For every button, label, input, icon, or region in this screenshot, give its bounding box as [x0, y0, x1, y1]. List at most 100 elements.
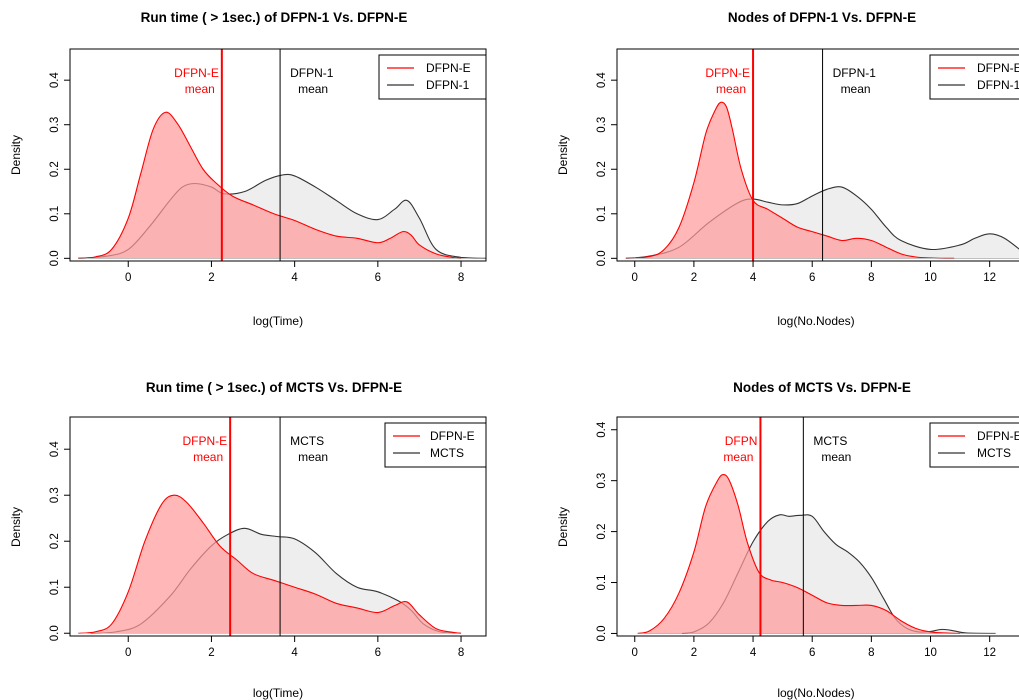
y-tick-label: 0.2: [49, 161, 61, 177]
chart-title: Nodes of DFPN-1 Vs. DFPN-E: [728, 10, 916, 25]
density-line-dfpn-e: [637, 473, 961, 634]
x-tick-label: 8: [458, 272, 464, 284]
x-tick-label: 4: [291, 272, 298, 284]
y-axis-ticks: 0.0 0.1 0.2 0.3 0.4: [596, 421, 617, 641]
plot-frame: [616, 416, 1019, 637]
panel-nodes-dfpn1-vs-dfpne: Nodes of DFPN-1 Vs. DFPN-E DFPN-EmeanDFP…: [556, 10, 1019, 328]
x-tick-label: 2: [691, 647, 697, 659]
x-tick-label: 0: [632, 272, 638, 284]
y-tick-label: 0.1: [49, 206, 61, 222]
x-tick-label: 6: [375, 272, 381, 284]
density-line-dfpn-e: [78, 111, 462, 259]
mean-label-line2: mean: [716, 82, 746, 96]
panel-time-dfpn1-vs-dfpne: Run time ( > 1sec.) of DFPN-1 Vs. DFPN-E…: [9, 10, 487, 328]
y-tick-label: 0.2: [596, 161, 608, 177]
x-tick-label: 12: [983, 647, 996, 659]
legend-label-1: MCTS: [430, 446, 464, 460]
y-tick-label: 0.4: [596, 421, 608, 438]
density-line-dfpn-e: [78, 494, 462, 634]
mean-label-line2: mean: [193, 450, 223, 464]
chart-title: Run time ( > 1sec.) of DFPN-1 Vs. DFPN-E: [141, 10, 408, 25]
x-tick-label: 12: [983, 272, 996, 284]
legend-label-0: DFPN-E: [430, 429, 475, 443]
chart-title: Nodes of MCTS Vs. DFPN-E: [733, 380, 911, 395]
mean-lines: DFPN-E mean MCTS mean: [182, 417, 328, 636]
x-axis-label: log(Time): [253, 686, 303, 700]
x-tick-label: 6: [809, 272, 815, 284]
mean-label-line1: MCTS: [290, 434, 324, 448]
mean-label-line1: DFPN-E: [182, 434, 227, 448]
y-tick-label: 0.3: [49, 117, 61, 133]
mean-label-line2: mean: [185, 82, 215, 96]
x-tick-label: 8: [458, 647, 464, 659]
mean-label-line1: MCTS: [813, 434, 847, 448]
plot-frame: [69, 48, 487, 262]
y-tick-label: 0.0: [49, 250, 61, 266]
x-tick-label: 0: [632, 647, 638, 659]
x-axis-label: log(No.Nodes): [777, 686, 854, 700]
density-area-dfpn-e: [78, 112, 462, 259]
y-tick-label: 0.3: [596, 117, 608, 133]
mean-lines: DFPN-E mean DFPN-1 mean: [705, 49, 876, 261]
legend-box: [384, 422, 487, 468]
y-tick-label: 0.1: [596, 206, 608, 222]
x-tick-label: 4: [750, 647, 757, 659]
density-curves: [78, 494, 462, 634]
x-tick-label: 2: [208, 272, 214, 284]
legend: DFPN-E MCTS: [384, 422, 487, 468]
density-curves: [637, 473, 996, 634]
x-tick-label: 6: [375, 647, 381, 659]
y-tick-label: 0.1: [596, 575, 608, 591]
y-tick-label: 0.3: [49, 487, 61, 503]
mean-label-line2: mean: [298, 82, 328, 96]
panel-time-mcts-vs-dfpne: Run time ( > 1sec.) of MCTS Vs. DFPN-E D…: [9, 380, 487, 700]
legend-label-0: DFPN-E: [977, 429, 1019, 443]
legend-label-0: DFPN-E: [977, 61, 1019, 75]
x-axis-label: log(No.Nodes): [777, 314, 854, 328]
y-tick-label: 0.0: [596, 625, 608, 641]
y-tick-label: 0.4: [49, 441, 61, 458]
legend: DFPN-E DFPN-1: [378, 54, 487, 100]
y-axis-ticks: 0.0 0.1 0.2 0.3 0.4: [49, 72, 70, 266]
mean-label-line1: DFPN-1: [290, 66, 334, 80]
y-axis-label: Density: [556, 507, 570, 547]
x-tick-label: 8: [868, 647, 874, 659]
x-tick-label: 0: [125, 647, 131, 659]
x-tick-label: 10: [924, 647, 937, 659]
x-axis-label: log(Time): [253, 314, 303, 328]
x-tick-label: 2: [208, 647, 214, 659]
mean-lines: DFPN mean MCTS mean: [723, 417, 851, 636]
y-axis-label: Density: [9, 507, 23, 547]
plot-frame: [616, 48, 1019, 262]
legend-label-1: DFPN-1: [977, 78, 1019, 92]
plot-frame: [69, 416, 487, 637]
y-tick-label: 0.4: [49, 72, 61, 89]
y-tick-label: 0.0: [49, 625, 61, 641]
mean-label-line2: mean: [821, 450, 851, 464]
y-axis-ticks: 0.0 0.1 0.2 0.3 0.4: [596, 72, 617, 266]
density-area-dfpn-e: [637, 474, 961, 634]
x-tick-label: 6: [809, 647, 815, 659]
x-axis-ticks: 0 2 4 6 8 10 12: [632, 261, 996, 284]
mean-label-line1: DFPN-E: [174, 66, 219, 80]
y-tick-label: 0.3: [596, 473, 608, 489]
y-axis-label: Density: [556, 135, 570, 175]
mean-label-line2: mean: [298, 450, 328, 464]
mean-label-line1: DFPN: [725, 434, 758, 448]
mean-label-line1: DFPN-1: [833, 66, 877, 80]
legend: DFPN-E DFPN-1: [929, 54, 1019, 100]
mean-label-line2: mean: [841, 82, 871, 96]
y-tick-label: 0.2: [596, 524, 608, 540]
y-tick-label: 0.1: [49, 579, 61, 595]
panel-nodes-mcts-vs-dfpne: Nodes of MCTS Vs. DFPN-E DFPN mean MCTS mea…: [556, 380, 1019, 700]
density-curves: [78, 111, 486, 259]
x-axis-ticks: 0 2 4 6 8: [125, 261, 464, 284]
legend: DFPN-E MCTS: [929, 422, 1019, 468]
mean-lines: DFPN-E mean DFPN-1 mean: [174, 49, 334, 261]
x-axis-ticks: 0 2 4 6 8 10 12: [632, 636, 996, 659]
x-tick-label: 0: [125, 272, 131, 284]
y-tick-label: 0.2: [49, 533, 61, 549]
x-tick-label: 4: [750, 272, 757, 284]
mean-label-line1: DFPN-E: [705, 66, 750, 80]
